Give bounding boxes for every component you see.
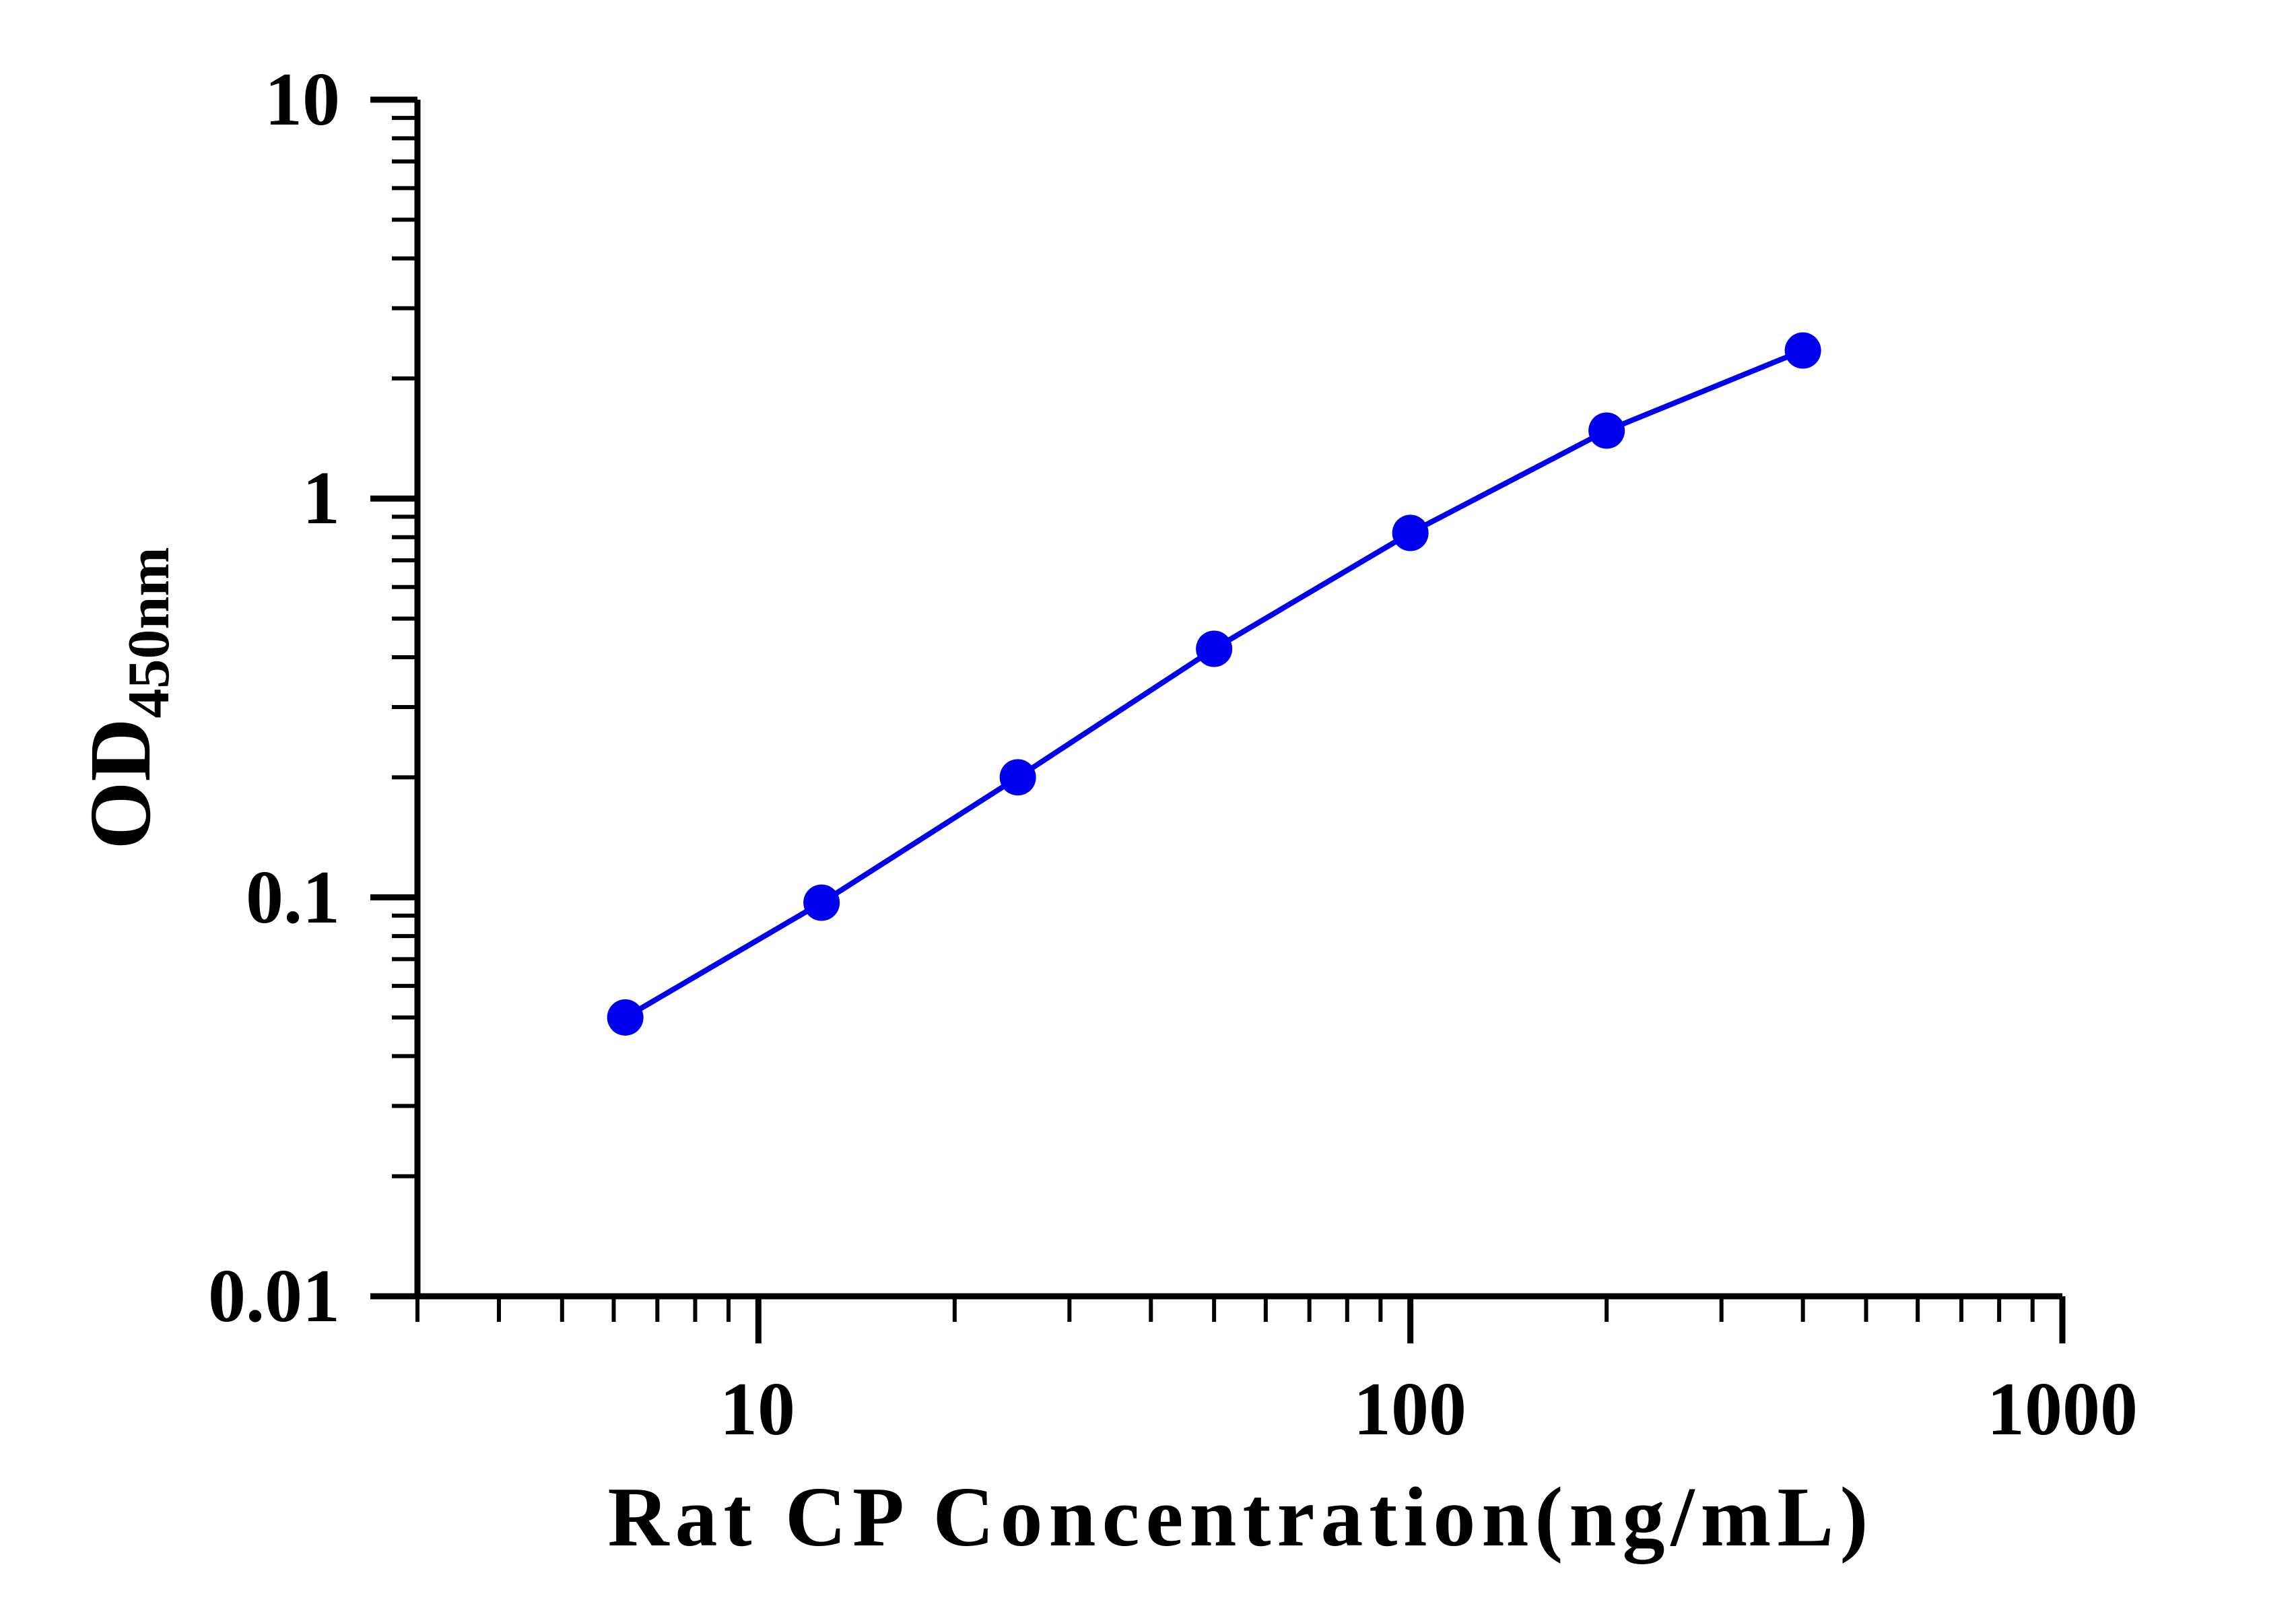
- x-tick-labels: 10 100 1000: [720, 1368, 2138, 1451]
- data-point: [803, 884, 840, 921]
- y-tick-label: 0.01: [208, 1255, 340, 1338]
- axis-ticks: [370, 96, 2066, 1343]
- x-tick-label: 100: [1353, 1368, 1466, 1451]
- data-point: [1196, 630, 1233, 667]
- axes: [414, 100, 2062, 1300]
- x-axis-title: Rat CP Concentration(ng/mL): [608, 1471, 1875, 1564]
- x-tick-label: 1000: [1987, 1368, 2138, 1451]
- y-tick-label: 0.1: [246, 856, 340, 939]
- y-tick-label: 10: [265, 58, 340, 141]
- series-line: [623, 347, 1804, 1020]
- data-point: [1784, 332, 1821, 369]
- data-point: [999, 759, 1036, 796]
- y-axis-title: OD450nm: [72, 547, 182, 849]
- x-tick-label: 10: [720, 1368, 795, 1451]
- y-tick-label: 1: [302, 457, 340, 540]
- data-point: [1392, 514, 1429, 552]
- plot-area: [607, 332, 1821, 1036]
- data-point: [607, 999, 644, 1036]
- data-point: [1588, 412, 1625, 449]
- y-tick-labels: 0.01 0.1 1 10: [208, 58, 340, 1338]
- y-axis-title-subscript: 450nm: [116, 547, 182, 718]
- y-axis-title-main: OD: [72, 719, 169, 850]
